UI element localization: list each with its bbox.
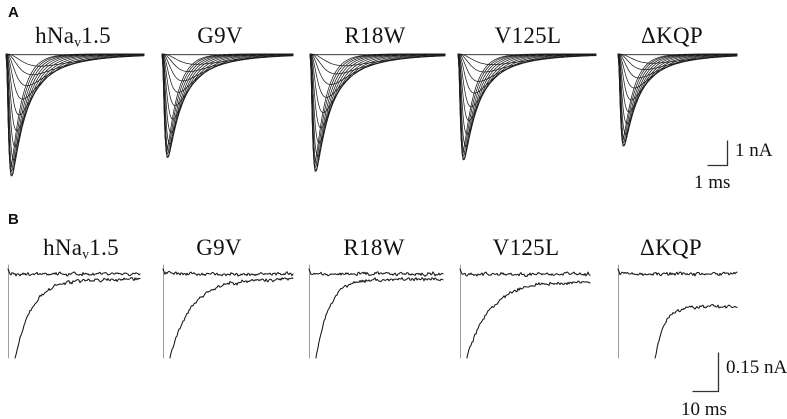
title-text: hNa xyxy=(35,23,75,48)
title-text: ΔKQP xyxy=(639,235,703,260)
current-trace xyxy=(161,53,294,134)
variant-title-b-hnav15: hNav1.5 xyxy=(43,235,119,263)
variant-title-a-v125l: V125L xyxy=(495,23,562,49)
current-trace xyxy=(309,53,446,163)
variant-title-b-dkqp: ΔKQP xyxy=(640,235,702,261)
title-subscript: v xyxy=(74,34,82,50)
title-text: G9V xyxy=(196,235,242,260)
trace-pair-v125l xyxy=(459,264,591,359)
trace-family-kqp xyxy=(617,53,738,147)
current-trace xyxy=(5,53,145,177)
current-trace xyxy=(161,53,294,107)
panel-a-scalebar xyxy=(707,140,729,167)
panel-b-label: B xyxy=(8,211,19,228)
panel-a-label: A xyxy=(8,4,19,21)
current-trace xyxy=(617,53,738,125)
current-trace xyxy=(5,53,145,173)
scalebar-a-vertical-label: 1 nA xyxy=(735,140,773,161)
trace-pair-kqp xyxy=(617,264,738,359)
persistent-current-trace xyxy=(169,277,294,359)
current-trace xyxy=(5,53,145,87)
title-text: hNa xyxy=(43,235,83,260)
title-text: V125L xyxy=(494,23,562,48)
trace-family-hnav15 xyxy=(5,53,145,177)
trace-pair-g9v xyxy=(162,264,294,359)
current-trace xyxy=(309,53,446,98)
current-trace xyxy=(309,53,446,85)
scalebar-b-vertical-label: 0.15 nA xyxy=(726,357,787,378)
current-trace xyxy=(617,53,738,139)
trace-family-g9v xyxy=(161,53,294,158)
baseline-trace xyxy=(459,268,591,278)
current-trace xyxy=(457,53,597,82)
current-trace xyxy=(457,53,597,161)
current-trace xyxy=(457,53,597,157)
persistent-current-trace xyxy=(466,280,591,359)
current-trace xyxy=(5,53,145,177)
current-trace xyxy=(617,53,738,70)
title-text: ΔKQP xyxy=(640,23,704,48)
current-trace xyxy=(161,53,294,153)
title-text: 1.5 xyxy=(81,23,111,48)
variant-title-a-r18w: R18W xyxy=(344,23,405,49)
variant-title-a-dkqp: ΔKQP xyxy=(641,23,703,49)
title-subscript: v xyxy=(82,246,90,262)
current-trace xyxy=(161,53,294,145)
baseline-trace xyxy=(308,268,444,277)
variant-title-a-g9v: G9V xyxy=(197,23,243,49)
persistent-current-trace xyxy=(654,304,738,359)
baseline-trace xyxy=(162,268,294,277)
variant-title-b-v125l: V125L xyxy=(493,235,560,261)
variant-title-a-hnav15: hNav1.5 xyxy=(35,23,111,51)
title-text: G9V xyxy=(197,23,243,48)
current-trace xyxy=(309,53,446,172)
baseline-trace xyxy=(7,268,141,277)
current-trace xyxy=(617,53,738,79)
variant-title-b-r18w: R18W xyxy=(343,235,404,261)
title-text: R18W xyxy=(344,23,406,48)
panel-a-traces xyxy=(5,53,738,177)
current-trace xyxy=(5,53,145,100)
persistent-current-trace xyxy=(315,277,444,359)
variant-title-b-g9v: G9V xyxy=(196,235,242,261)
persistent-current-trace xyxy=(14,276,141,359)
trace-pair-hnav15 xyxy=(7,264,141,359)
panel-b-traces xyxy=(7,264,738,359)
current-trace xyxy=(457,53,597,161)
title-text: 1.5 xyxy=(89,235,119,260)
title-text: R18W xyxy=(343,235,405,260)
current-trace xyxy=(617,53,738,101)
current-trace xyxy=(309,53,446,129)
current-trace xyxy=(5,53,145,132)
panel-b-scalebar xyxy=(692,352,720,393)
title-text: V125L xyxy=(492,235,560,260)
scalebar-a-horizontal-label: 1 ms xyxy=(694,172,731,193)
current-trace xyxy=(309,53,446,172)
current-trace xyxy=(309,53,446,144)
trace-family-r18w xyxy=(309,53,446,172)
baseline-trace xyxy=(617,268,738,277)
scalebar-b-horizontal-label: 10 ms xyxy=(681,399,727,419)
trace-pair-r18w xyxy=(308,264,444,359)
current-trace xyxy=(457,53,597,122)
trace-family-v125l xyxy=(457,53,597,161)
current-trace xyxy=(457,53,597,94)
